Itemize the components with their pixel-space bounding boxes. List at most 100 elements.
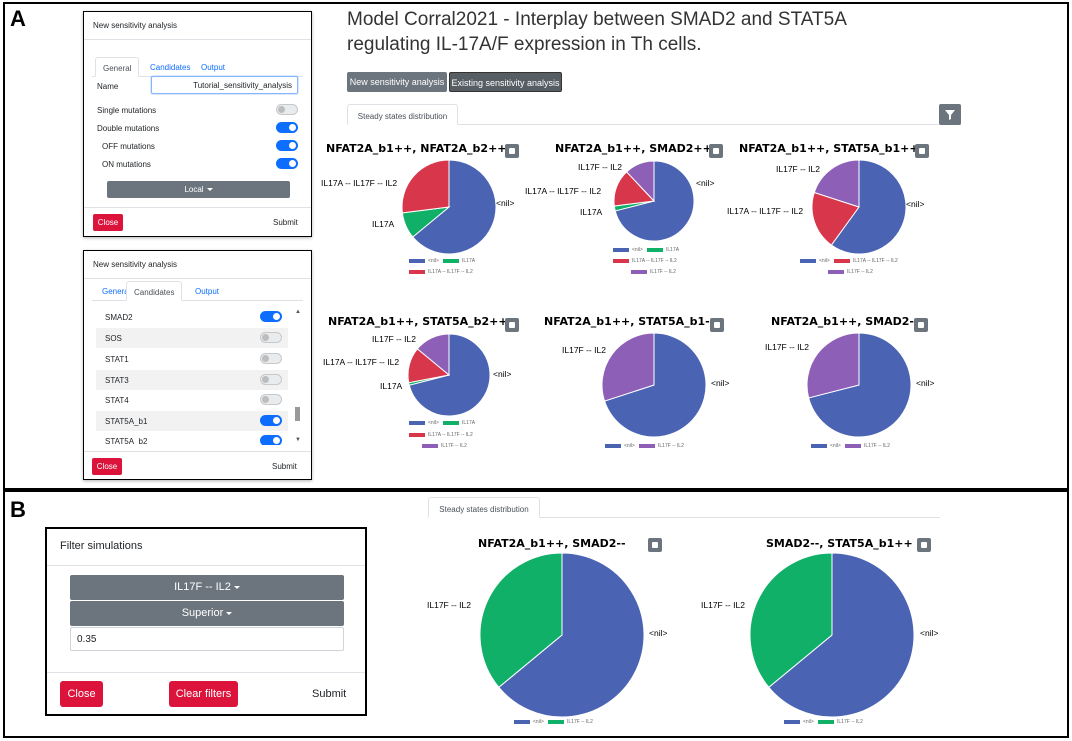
chart-legend: IL17A -- IL17F -- IL2 <box>409 432 473 438</box>
pie-slice <box>498 552 645 718</box>
filter-button[interactable] <box>939 104 961 125</box>
tab-output[interactable]: Output <box>195 287 220 296</box>
pie-slice <box>479 552 563 688</box>
list-item: SOS <box>96 328 288 348</box>
legend-entry: IL17F -- IL2 <box>567 719 593 725</box>
scroll-up-icon[interactable]: ▲ <box>295 309 301 315</box>
tab-candidates[interactable]: Candidates <box>150 63 191 72</box>
chevron-down-icon <box>226 611 233 615</box>
legend-entry: IL17F -- IL2 <box>847 269 873 275</box>
list-item: STAT4 <box>96 390 288 410</box>
slice-label: <nil> <box>696 178 715 188</box>
pie-chart-3 <box>811 159 907 255</box>
candidate-toggle[interactable] <box>260 311 282 322</box>
slice-label: IL17A -- IL17F -- IL2 <box>727 206 804 216</box>
save-icon[interactable] <box>709 144 723 158</box>
comparison-select[interactable]: Superior <box>70 601 344 626</box>
tab-general[interactable]: General <box>102 287 131 296</box>
filter-dialog: Filter simulations IL17F -- IL2 Superior… <box>45 527 367 716</box>
panel-b-label: B <box>10 497 26 522</box>
save-icon[interactable] <box>914 318 928 332</box>
double-mutations-toggle[interactable] <box>276 122 298 133</box>
pie-slice <box>813 159 860 208</box>
slice-label: <nil> <box>649 628 668 638</box>
slice-label: <nil> <box>916 378 935 388</box>
tab-general[interactable]: General <box>95 57 140 77</box>
legend-entry: <nil> <box>533 719 544 725</box>
off-mutations-toggle[interactable] <box>276 140 298 151</box>
on-mutations-toggle[interactable] <box>276 158 298 169</box>
submit-button[interactable]: Submit <box>312 688 347 700</box>
candidate-label: STAT1 <box>105 355 129 364</box>
pie-slice <box>808 332 912 438</box>
pie-slice <box>412 159 497 255</box>
save-icon[interactable] <box>648 538 662 552</box>
scroll-thumb[interactable] <box>295 407 300 421</box>
tab-steady-states[interactable]: Steady states distribution <box>347 104 458 125</box>
save-icon[interactable] <box>917 538 931 552</box>
option-single-label: Single mutations <box>97 106 157 115</box>
legend-entry: IL17A -- IL17F -- IL2 <box>428 432 473 438</box>
pie-chart-2 <box>613 160 695 242</box>
legend-entry: <nil> <box>632 247 643 253</box>
save-icon[interactable] <box>710 318 724 332</box>
local-dropdown[interactable]: Local <box>107 181 290 198</box>
legend-entry: <nil> <box>624 443 635 449</box>
legend-entry: IL17A <box>462 258 476 264</box>
slice-label: IL17F -- IL2 <box>372 334 416 344</box>
tab-candidates[interactable]: Candidates <box>126 281 183 301</box>
pie-chart-4 <box>407 333 491 417</box>
legend-entry: <nil> <box>428 420 439 426</box>
chart-legend: <nil> IL17A <box>409 420 475 426</box>
threshold-input[interactable]: 0.35 <box>70 627 344 651</box>
save-icon[interactable] <box>505 144 519 158</box>
pie-slice <box>603 332 707 438</box>
close-button[interactable]: Close <box>92 458 122 475</box>
new-analysis-button[interactable]: New sensitivity analysis <box>347 72 447 92</box>
save-icon[interactable] <box>915 144 929 158</box>
chart-legend: IL17F -- IL2 <box>631 269 676 275</box>
close-button[interactable]: Close <box>93 214 123 231</box>
scroll-down-icon[interactable]: ▼ <box>295 437 301 443</box>
scrollbar[interactable]: ▲ ▼ <box>294 309 301 445</box>
page-title-line1: Model Corral2021 - Interplay between SMA… <box>347 9 847 30</box>
chart-legend: IL17A -- IL17F -- IL2 <box>613 258 677 264</box>
legend-entry: <nil> <box>428 258 439 264</box>
save-icon[interactable] <box>505 318 519 332</box>
dialog-tabs: General Candidates Output <box>92 57 303 77</box>
clear-filters-button[interactable]: Clear filters <box>169 681 238 707</box>
name-label: Name <box>97 82 119 91</box>
close-button[interactable]: Close <box>60 681 103 707</box>
chart-legend: IL17A -- IL17F -- IL2 <box>409 269 473 275</box>
pie-chart-1 <box>401 159 497 255</box>
slice-label: <nil> <box>496 198 515 208</box>
candidate-toggle[interactable] <box>260 415 282 426</box>
legend-entry: IL17A <box>462 420 476 426</box>
candidate-label: STAT3 <box>105 376 129 385</box>
page-title-line2: regulating IL-17A/F expression in Th cel… <box>347 34 702 55</box>
pie-slice <box>811 191 860 246</box>
candidate-toggle[interactable] <box>260 332 282 343</box>
metric-select[interactable]: IL17F -- IL2 <box>70 575 344 600</box>
slice-label: IL17F -- IL2 <box>701 600 745 610</box>
chart-legend: <nil> IL17F -- IL2 <box>605 443 684 449</box>
name-input[interactable] <box>151 76 298 94</box>
candidate-toggle[interactable] <box>260 435 282 445</box>
list-item: SMAD2 <box>96 307 288 327</box>
tab-steady-states[interactable]: Steady states distribution <box>428 497 540 518</box>
submit-button[interactable]: Submit <box>273 218 298 227</box>
chevron-down-icon <box>233 585 240 589</box>
submit-button[interactable]: Submit <box>272 462 297 471</box>
tab-output[interactable]: Output <box>201 63 226 72</box>
local-dropdown-label: Local <box>184 185 204 194</box>
pie-slice <box>416 333 450 377</box>
candidate-toggle[interactable] <box>260 394 282 405</box>
legend-entry: <nil> <box>819 258 830 264</box>
candidate-toggle[interactable] <box>260 374 282 385</box>
existing-analysis-button[interactable]: Existing sensitivity analysis <box>449 72 562 92</box>
slice-label: IL17A <box>380 381 403 391</box>
single-mutations-toggle[interactable] <box>276 104 298 115</box>
legend-entry: IL17F -- IL2 <box>441 443 467 449</box>
slice-label: IL17F -- IL2 <box>765 342 809 352</box>
candidate-toggle[interactable] <box>260 353 282 364</box>
